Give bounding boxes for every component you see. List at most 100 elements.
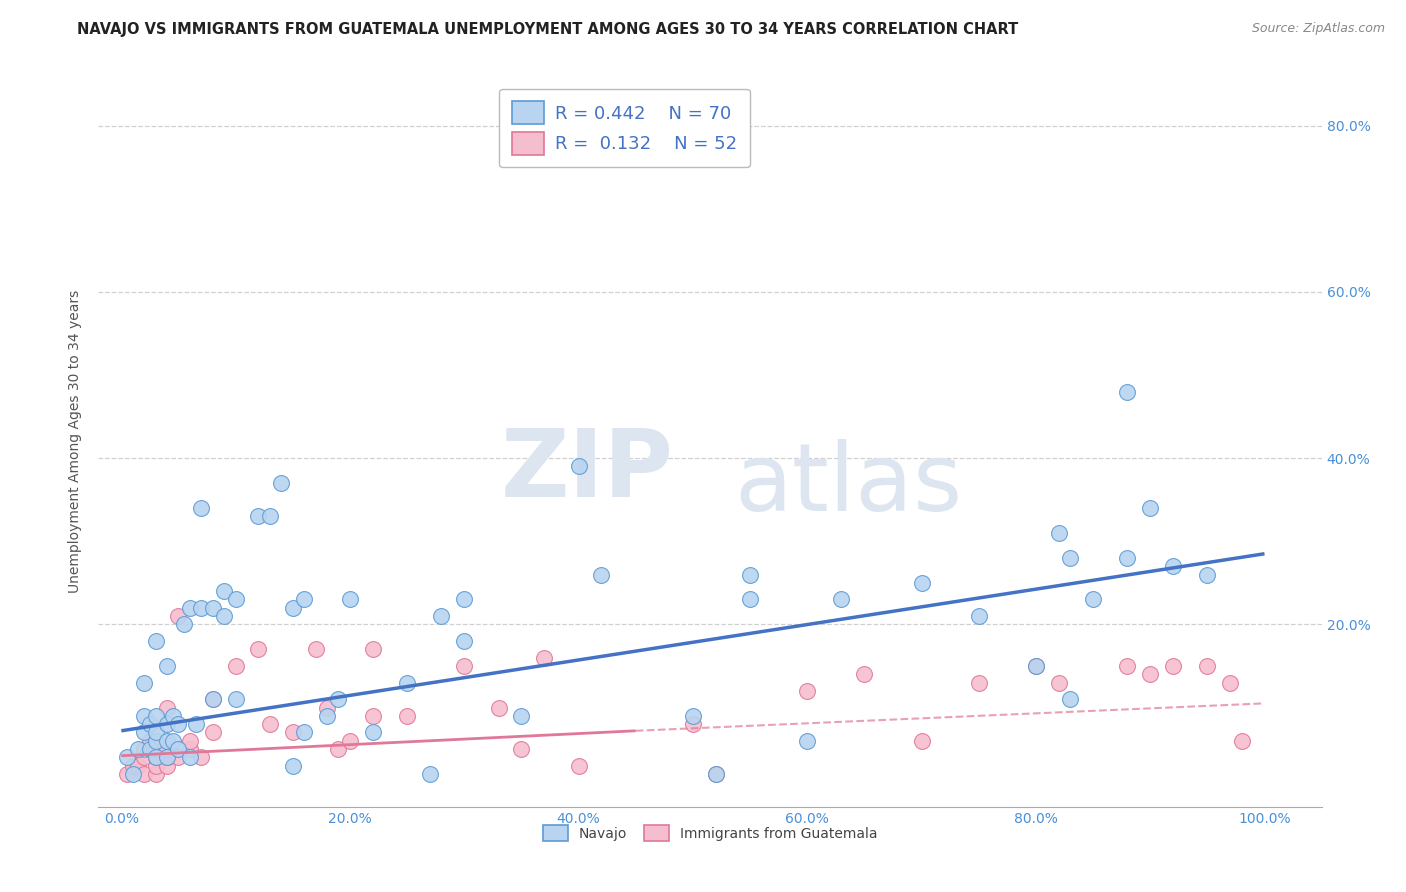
Point (510, 708, 533, 723)
Point (1219, 675, 1241, 690)
Point (910, 575, 932, 590)
Point (201, 600, 224, 615)
Point (225, 692, 247, 706)
Point (1161, 659, 1184, 673)
Point (1116, 384, 1139, 399)
Point (738, 567, 761, 582)
Point (156, 750, 179, 764)
Point (167, 750, 190, 764)
Point (796, 733, 818, 747)
Point (145, 750, 167, 764)
Y-axis label: Unemployment Among Ages 30 to 34 years: Unemployment Among Ages 30 to 34 years (69, 290, 83, 593)
Point (139, 742, 162, 756)
Point (361, 725, 384, 739)
Point (259, 717, 281, 731)
Point (156, 758, 179, 772)
Point (247, 509, 270, 524)
Point (134, 750, 156, 764)
Point (190, 750, 212, 764)
Point (533, 650, 555, 665)
Point (967, 675, 990, 690)
Point (281, 600, 304, 615)
Point (682, 717, 704, 731)
Point (167, 717, 190, 731)
Point (167, 609, 190, 624)
Point (121, 758, 143, 772)
Point (339, 592, 361, 607)
Point (510, 742, 533, 756)
Point (179, 600, 201, 615)
Point (339, 733, 361, 747)
Point (127, 758, 149, 772)
Point (1116, 550, 1139, 565)
Point (361, 642, 384, 657)
Point (1081, 592, 1104, 607)
Point (156, 733, 179, 747)
Point (682, 708, 704, 723)
Point (567, 758, 589, 772)
Point (179, 742, 201, 756)
Point (430, 609, 453, 624)
Point (212, 584, 235, 599)
Point (1161, 559, 1184, 574)
Point (167, 742, 190, 756)
Point (591, 567, 613, 582)
Point (145, 634, 167, 648)
Point (190, 501, 212, 516)
Text: Source: ZipAtlas.com: Source: ZipAtlas.com (1251, 22, 1385, 36)
Point (796, 684, 818, 698)
Point (134, 725, 156, 739)
Point (201, 692, 224, 706)
Point (1059, 692, 1081, 706)
Point (1059, 550, 1081, 565)
Point (179, 750, 201, 764)
Point (1197, 659, 1219, 673)
Legend: Navajo, Immigrants from Guatemala: Navajo, Immigrants from Guatemala (536, 818, 884, 848)
Point (1025, 659, 1047, 673)
Point (134, 742, 156, 756)
Point (316, 700, 339, 714)
Point (145, 733, 167, 747)
Point (567, 459, 589, 474)
Point (328, 742, 350, 756)
Point (173, 617, 195, 632)
Point (281, 725, 304, 739)
Point (139, 717, 162, 731)
Point (121, 767, 143, 781)
Point (225, 592, 247, 607)
Point (145, 767, 167, 781)
Point (281, 758, 304, 772)
Point (270, 476, 292, 491)
Point (156, 742, 179, 756)
Point (1047, 675, 1070, 690)
Point (1139, 667, 1161, 681)
Point (212, 609, 235, 624)
Point (179, 733, 201, 747)
Point (225, 659, 247, 673)
Point (453, 592, 475, 607)
Point (184, 717, 207, 731)
Point (259, 509, 281, 524)
Point (853, 667, 876, 681)
Point (134, 675, 156, 690)
Point (1230, 733, 1253, 747)
Point (156, 659, 179, 673)
Text: atlas: atlas (734, 440, 963, 532)
Point (145, 742, 167, 756)
Point (488, 700, 510, 714)
Point (967, 609, 990, 624)
Point (738, 592, 761, 607)
Point (831, 592, 853, 607)
Point (1047, 525, 1070, 540)
Point (910, 733, 932, 747)
Point (156, 717, 179, 731)
Point (396, 675, 419, 690)
Point (201, 692, 224, 706)
Point (1116, 659, 1139, 673)
Point (247, 642, 270, 657)
Point (396, 708, 419, 723)
Point (704, 767, 727, 781)
Point (1025, 659, 1047, 673)
Point (419, 767, 441, 781)
Point (139, 733, 162, 747)
